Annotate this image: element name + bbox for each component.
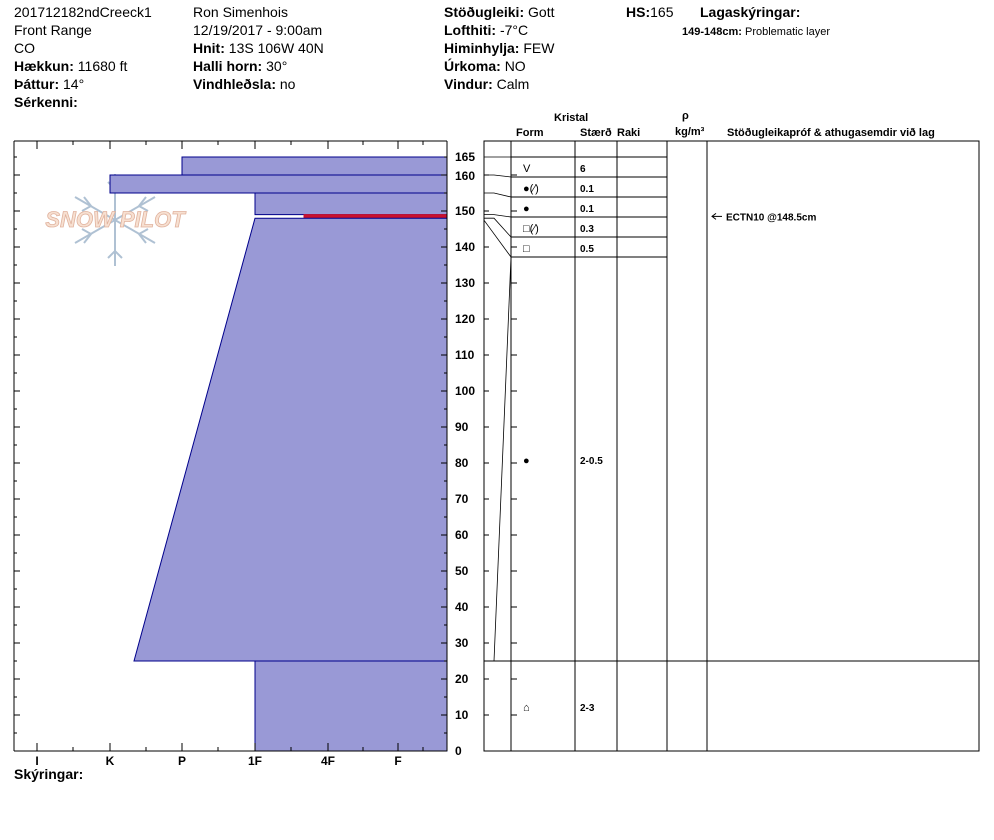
crystal-size-value: 2-0.5 [580, 456, 603, 467]
crystal-form-symbol: V [523, 163, 531, 175]
crystal-size-value: 6 [580, 164, 586, 175]
hardness-tick-label: K [106, 754, 115, 768]
snowflake-icon [74, 174, 156, 266]
hardness-layer [109, 174, 448, 194]
depth-tick-label: 110 [455, 348, 475, 362]
slope-angle: Halli horn: 30° [193, 58, 288, 74]
moisture-header: Raki [617, 127, 641, 139]
snowpilot-logo: SNOW PILOT [45, 174, 187, 266]
hardness-layer [181, 156, 448, 176]
depth-tick-label: 20 [455, 672, 469, 686]
hardness-layer [254, 192, 448, 216]
crystal-form-symbol: ⌂ [523, 702, 530, 714]
layer-connector [484, 217, 512, 238]
layer-note: 149-148cm: Problematic layer [682, 26, 830, 38]
depth-tick-label: 140 [455, 240, 475, 254]
crystal-size-value: 0.1 [580, 184, 594, 195]
state-name: CO [14, 40, 35, 56]
layer-table-frame [483, 140, 980, 752]
observer-name: Ron Simenhois [193, 4, 288, 20]
site-name: 201712182ndCreeck1 [14, 4, 152, 20]
density-unit-header: kg/m³ [675, 126, 705, 138]
depth-tick-label: 50 [455, 564, 469, 578]
crystal-header: Kristal [554, 112, 589, 124]
features-label: Sérkenni: [14, 94, 78, 110]
layer-connector [483, 219, 512, 258]
depth-tick-label: 60 [455, 528, 469, 542]
wind-loading: Vindhleðsla: no [193, 76, 296, 92]
snow-height: HS:165 [626, 4, 674, 20]
coordinates: Hnit: 13S 106W 40N [193, 40, 324, 56]
depth-tick-label: 80 [455, 456, 469, 470]
crystal-size-value: 0.5 [580, 244, 594, 255]
stability-test-label: ECTN10 @148.5cm [726, 212, 816, 223]
crystal-form-symbol: □(⁄) [523, 223, 539, 235]
hardness-tick-label: 4F [321, 754, 335, 768]
form-header: Form [516, 127, 544, 139]
depth-tick-label: 30 [455, 636, 469, 650]
hardness-layer [303, 214, 448, 219]
wind: Vindur: Calm [444, 76, 530, 92]
rho-header: ρ [682, 110, 689, 122]
legend-label: Skýringar: [14, 766, 84, 782]
depth-tick-label: 100 [455, 384, 475, 398]
depth-tick-label: 120 [455, 312, 475, 326]
depth-tick-label: 160 [455, 169, 475, 183]
range-name: Front Range [14, 22, 92, 38]
crystal-form-symbol: □ [523, 243, 530, 255]
sky-cover: Himinhylja: FEW [444, 40, 555, 56]
crystal-form-symbol: ●(⁄) [523, 183, 539, 195]
crystal-size-value: 0.3 [580, 224, 594, 235]
layer-notes-label: Lagaskýringar: [700, 4, 801, 20]
layer-connector [484, 256, 512, 662]
layer-connector [484, 174, 512, 178]
elevation: Hækkun: 11680 ft [14, 58, 128, 74]
hardness-tick-label: F [394, 754, 401, 768]
depth-tick-label: 40 [455, 600, 469, 614]
precipitation: Úrkoma: NO [444, 58, 526, 74]
depth-tick-label: 165 [455, 150, 475, 164]
hardness-tick-label: P [178, 754, 186, 768]
depth-tick-label: 70 [455, 492, 469, 506]
depth-tick-label: 130 [455, 276, 475, 290]
depth-tick-label: 150 [455, 204, 475, 218]
depth-tick-label: 0 [455, 744, 462, 758]
crystal-form-symbol: ● [523, 203, 530, 215]
logo-text: SNOW PILOT [45, 207, 186, 232]
layer-connector [484, 214, 512, 218]
tests-header: Stöðugleikapróf & athugasemdir við lag [727, 127, 935, 139]
aspect: Þáttur: 14° [14, 76, 85, 92]
observation-datetime: 12/19/2017 - 9:00am [193, 22, 323, 38]
hardness-tick-label: 1F [248, 754, 262, 768]
test-arrow-head [711, 212, 717, 220]
stability: Stöðugleiki: Gott [444, 4, 555, 20]
depth-tick-label: 90 [455, 420, 469, 434]
hardness-tick-label: I [35, 754, 38, 768]
size-header: Stærð [580, 127, 612, 139]
layer-connector [484, 192, 512, 198]
crystal-form-symbol: ● [523, 455, 530, 467]
hardness-layer [133, 217, 448, 662]
crystal-size-value: 0.1 [580, 204, 594, 215]
hardness-layer [254, 660, 448, 752]
air-temperature: Lofthiti: -7°C [444, 22, 529, 38]
depth-tick-label: 10 [455, 708, 469, 722]
crystal-size-value: 2-3 [580, 703, 595, 714]
